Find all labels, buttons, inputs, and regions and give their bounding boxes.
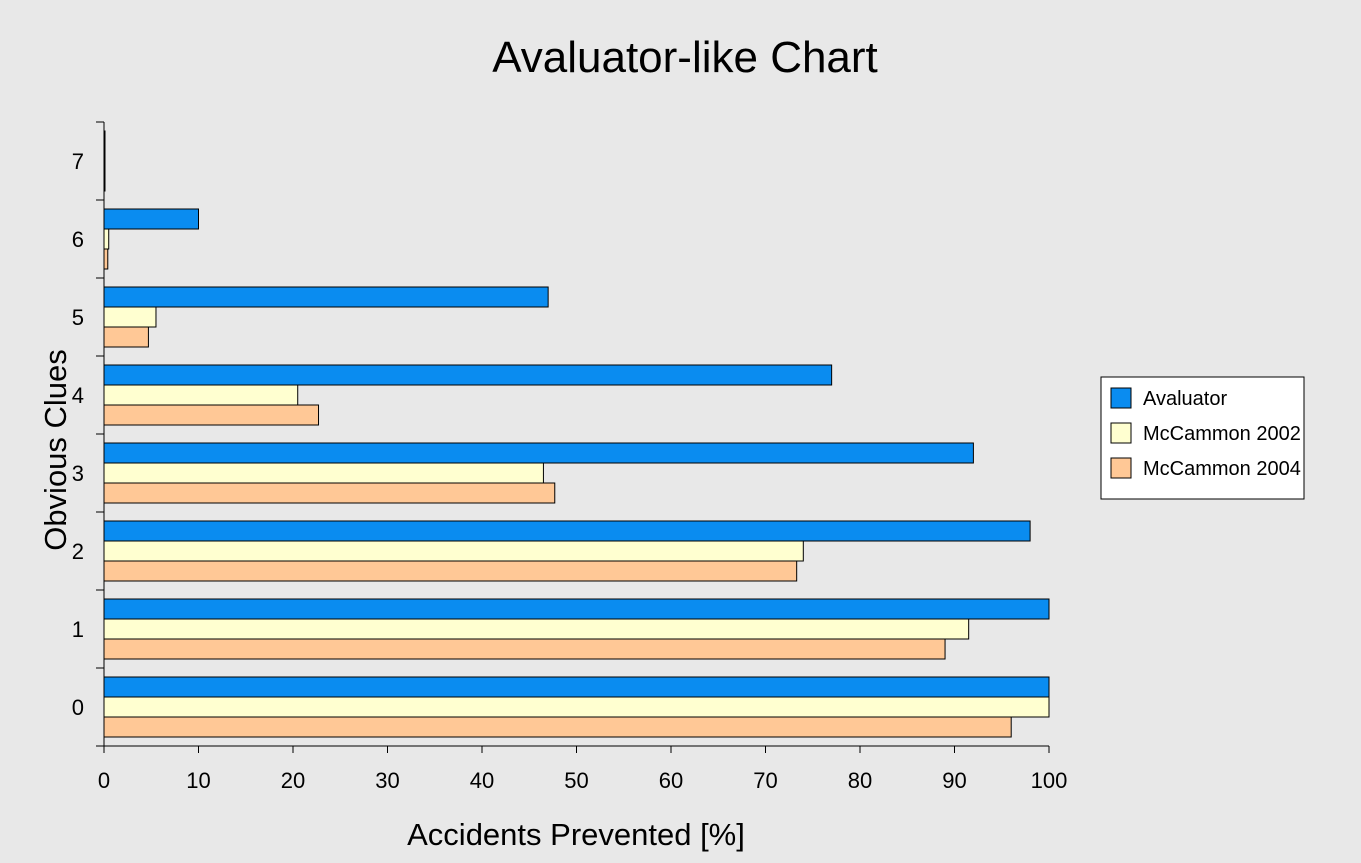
x-tick-label-80: 80	[848, 768, 872, 793]
legend-label-mccammon-2004: McCammon 2004	[1143, 458, 1301, 480]
y-tick-label-1: 1	[72, 617, 84, 642]
x-tick-label-60: 60	[659, 768, 683, 793]
legend-label-mccammon-2002: McCammon 2002	[1143, 423, 1301, 445]
bar-mccammon-2004-clue-0	[103, 716, 1012, 738]
bar-mccammon-2004-clue-2	[103, 560, 798, 582]
x-tick-label-90: 90	[942, 768, 966, 793]
bar-mccammon-2002-clue-2	[103, 540, 804, 562]
bar-mccammon-2002-clue-4	[103, 384, 299, 406]
legend-swatch-mccammon-2004	[1110, 457, 1132, 479]
legend: Avaluator McCammon 2002 McCammon 2004	[1100, 376, 1305, 500]
legend-swatch-mccammon-2002	[1110, 422, 1132, 444]
bar-mccammon-2004-clue-6	[103, 248, 109, 270]
bar-mccammon-2002-clue-1	[103, 618, 970, 640]
y-tick-label-7: 7	[72, 149, 84, 174]
x-axis-title: Accidents Prevented [%]	[407, 817, 745, 852]
bar-mccammon-2002-clue-6	[103, 228, 110, 250]
y-tick-label-0: 0	[72, 695, 84, 720]
y-tick-label-6: 6	[72, 227, 84, 252]
bar-mccammon-2004-clue-3	[103, 482, 556, 504]
bars-layer	[103, 130, 1050, 738]
x-tick-label-30: 30	[375, 768, 399, 793]
axes-layer: 0 10 20 30 40 50 60 70 80 90 100 0 1 2 3 4 5 6 7	[72, 121, 1068, 793]
x-tick-label-70: 70	[753, 768, 777, 793]
legend-label-avaluator: Avaluator	[1143, 388, 1227, 410]
x-tick-label-50: 50	[564, 768, 588, 793]
y-tick-label-2: 2	[72, 539, 84, 564]
legend-swatch-avaluator	[1110, 387, 1132, 409]
bar-mccammon-2002-clue-3	[103, 462, 544, 484]
x-tick-label-20: 20	[281, 768, 305, 793]
y-tick-label-5: 5	[72, 305, 84, 330]
x-tick-label-40: 40	[470, 768, 494, 793]
bar-avaluator-clue-0	[103, 676, 1050, 698]
bar-avaluator-clue-1	[103, 598, 1050, 620]
legend-box	[1100, 376, 1305, 500]
y-tick-label-4: 4	[72, 383, 84, 408]
x-tick-label-0: 0	[98, 768, 110, 793]
bar-avaluator-clue-2	[103, 520, 1031, 542]
bar-avaluator-clue-6	[103, 208, 199, 230]
bar-mccammon-2004-clue-1	[103, 638, 946, 660]
y-tick-label-3: 3	[72, 461, 84, 486]
bar-avaluator-clue-3	[103, 442, 974, 464]
chart-title: Avaluator-like Chart	[492, 33, 878, 82]
bar-mccammon-2004-clue-5	[103, 326, 149, 348]
bar-avaluator-clue-5	[103, 286, 549, 308]
x-tick-label-100: 100	[1031, 768, 1068, 793]
x-tick-label-10: 10	[186, 768, 210, 793]
bar-mccammon-2004-clue-4	[103, 404, 320, 426]
bar-mccammon-2002-clue-5	[103, 306, 157, 328]
bar-mccammon-2002-clue-0	[103, 696, 1050, 718]
bar-avaluator-clue-4	[103, 364, 833, 386]
y-axis-title: Obvious Clues	[38, 349, 73, 551]
